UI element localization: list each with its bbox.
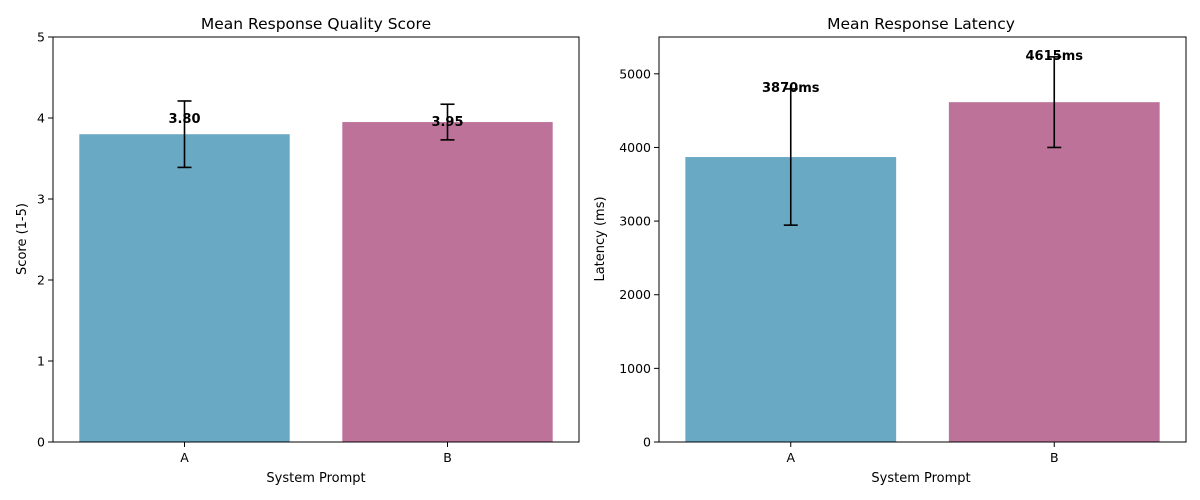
- data-label-b: 3.95: [431, 115, 463, 130]
- bar-b: [948, 102, 1160, 442]
- data-label-b: 4615ms: [1026, 49, 1084, 64]
- x-axis-label: System Prompt: [871, 471, 970, 486]
- data-label-a: 3.80: [168, 112, 200, 127]
- y-axis-label: Latency (ms): [593, 196, 608, 281]
- y-tick-label: 2: [37, 273, 45, 288]
- x-tick-label: A: [180, 450, 189, 465]
- y-tick-label: 2000: [619, 287, 651, 302]
- x-axis-label: System Prompt: [266, 471, 365, 486]
- y-tick-label: 0: [643, 435, 651, 450]
- bar-b: [342, 122, 553, 443]
- bar-a: [79, 134, 290, 442]
- latency-chart: Mean Response Latency System Prompt Late…: [593, 15, 1187, 486]
- y-tick-label: 4: [37, 111, 45, 126]
- x-tick-label: B: [1050, 450, 1059, 465]
- plot-frame: [658, 36, 1187, 443]
- y-tick-label: 5000: [619, 66, 651, 81]
- y-tick-label: 1000: [619, 361, 651, 376]
- x-tick-label: B: [443, 450, 452, 465]
- y-tick-label: 3000: [619, 214, 651, 229]
- data-label-a: 3870ms: [762, 81, 820, 96]
- y-axis-label: Score (1-5): [15, 203, 30, 275]
- chart-title: Mean Response Quality Score: [201, 15, 431, 33]
- chart-title: Mean Response Latency: [827, 15, 1015, 33]
- y-tick-label: 4000: [619, 140, 651, 155]
- y-tick-label: 0: [37, 435, 45, 450]
- y-tick-label: 5: [37, 30, 45, 45]
- quality-score-chart: Mean Response Quality Score System Promp…: [15, 15, 580, 486]
- y-tick-label: 3: [37, 192, 45, 207]
- y-tick-label: 1: [37, 354, 45, 369]
- plot-frame: [52, 36, 580, 443]
- x-tick-label: A: [786, 450, 795, 465]
